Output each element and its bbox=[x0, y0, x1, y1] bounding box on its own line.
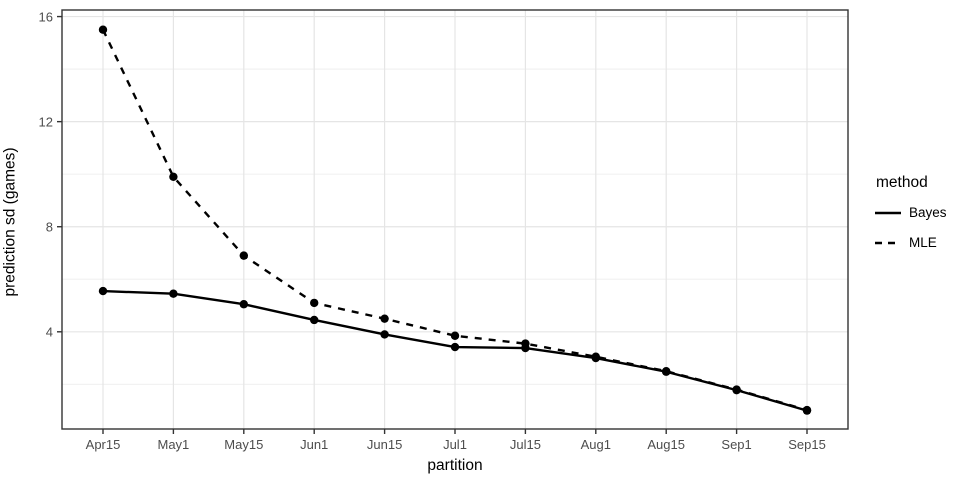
data-point-mle-Sep15 bbox=[802, 405, 812, 415]
y-axis-title: prediction sd (games) bbox=[1, 147, 19, 297]
x-tick-label-Jun1: Jun1 bbox=[300, 437, 329, 452]
y-tick-label-12: 12 bbox=[38, 114, 53, 130]
data-point-mle-May1 bbox=[169, 172, 178, 182]
x-axis-title: partition bbox=[427, 457, 483, 474]
y-tick-label-8: 8 bbox=[45, 219, 53, 235]
legend-label-bayes: Bayes bbox=[909, 205, 947, 221]
data-point-bayes-May15 bbox=[239, 300, 248, 309]
data-point-mle-Jul15 bbox=[521, 339, 530, 348]
x-tick-label-Apr15: Apr15 bbox=[85, 437, 121, 452]
data-point-mle-Aug1 bbox=[591, 352, 600, 361]
x-tick-label-May1: May1 bbox=[157, 437, 190, 452]
data-point-bayes-Jun15 bbox=[380, 330, 389, 339]
y-tick-label-16: 16 bbox=[38, 9, 53, 25]
x-tick-label-Jul15: Jul15 bbox=[509, 437, 541, 452]
data-point-mle-Jun1 bbox=[310, 298, 319, 308]
y-tick-label-4: 4 bbox=[45, 324, 53, 340]
data-point-mle-Aug15 bbox=[662, 367, 671, 376]
data-point-bayes-Jun1 bbox=[310, 315, 319, 325]
data-point-mle-Sep1 bbox=[732, 385, 741, 394]
data-point-mle-Jul1 bbox=[450, 331, 460, 340]
legend-label-mle: MLE bbox=[909, 235, 937, 251]
x-tick-label-Aug15: Aug15 bbox=[647, 437, 685, 452]
solid-line-key-icon bbox=[875, 211, 901, 215]
legend-title: method bbox=[876, 174, 928, 191]
data-point-bayes-May1 bbox=[169, 289, 178, 298]
x-tick-label-Sep15: Sep15 bbox=[788, 437, 826, 452]
x-tick-label-Jul1: Jul1 bbox=[443, 437, 467, 452]
data-point-mle-Jun15 bbox=[380, 314, 389, 323]
data-point-mle-May15 bbox=[239, 251, 248, 260]
data-point-bayes-Jul1 bbox=[450, 342, 460, 352]
legend: method Bayes MLE bbox=[874, 174, 947, 261]
legend-entry-mle: MLE bbox=[874, 231, 947, 255]
x-tick-label-May15: May15 bbox=[224, 437, 264, 452]
x-tick-label-Sep1: Sep1 bbox=[721, 437, 752, 452]
x-tick-label-Aug1: Aug1 bbox=[580, 437, 611, 452]
x-tick-label-Jun15: Jun15 bbox=[366, 437, 403, 452]
data-point-bayes-Apr15 bbox=[98, 286, 108, 296]
data-point-mle-Apr15 bbox=[98, 25, 108, 34]
legend-entry-bayes: Bayes bbox=[874, 201, 947, 225]
dashed-line-key-icon bbox=[875, 241, 901, 245]
